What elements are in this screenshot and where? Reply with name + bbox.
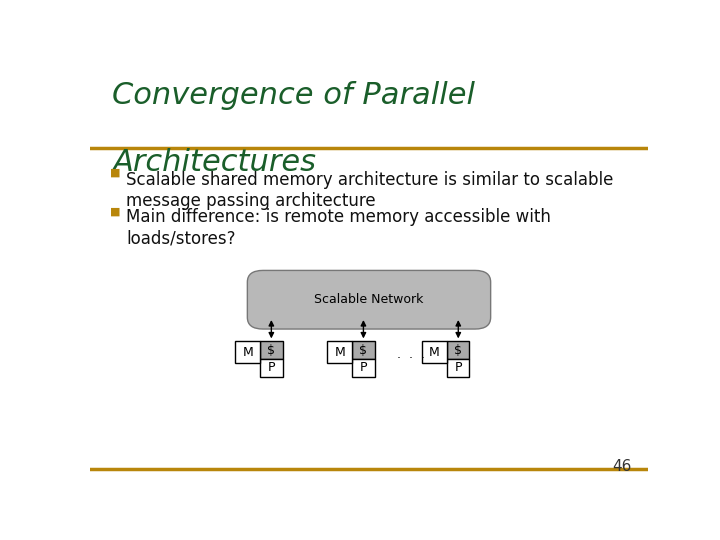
Bar xyxy=(447,359,469,377)
Text: $: $ xyxy=(267,343,275,356)
Text: ■: ■ xyxy=(109,168,120,178)
Bar xyxy=(422,341,447,363)
Text: M: M xyxy=(429,346,440,359)
Text: $: $ xyxy=(359,343,367,356)
Text: Scalable shared memory architecture is similar to scalable
message passing archi: Scalable shared memory architecture is s… xyxy=(126,171,613,210)
Text: Architectures: Architectures xyxy=(112,148,316,177)
Text: ·  ·  ·: · · · xyxy=(397,353,425,366)
Text: Main difference: is remote memory accessible with
loads/stores?: Main difference: is remote memory access… xyxy=(126,208,551,247)
Bar xyxy=(327,341,352,363)
Bar xyxy=(352,359,374,377)
Text: Scalable Network: Scalable Network xyxy=(315,293,423,306)
Bar xyxy=(447,341,469,359)
Text: P: P xyxy=(268,361,275,374)
Text: Convergence of Parallel: Convergence of Parallel xyxy=(112,82,475,111)
Bar xyxy=(352,341,374,359)
Bar xyxy=(235,341,260,363)
FancyBboxPatch shape xyxy=(248,271,490,329)
Text: M: M xyxy=(334,346,345,359)
Text: $: $ xyxy=(454,343,462,356)
Text: P: P xyxy=(454,361,462,374)
Text: P: P xyxy=(360,361,367,374)
Text: ■: ■ xyxy=(109,206,120,216)
Text: 46: 46 xyxy=(612,460,631,474)
Bar xyxy=(260,359,282,377)
Text: M: M xyxy=(242,346,253,359)
Bar xyxy=(260,341,282,359)
